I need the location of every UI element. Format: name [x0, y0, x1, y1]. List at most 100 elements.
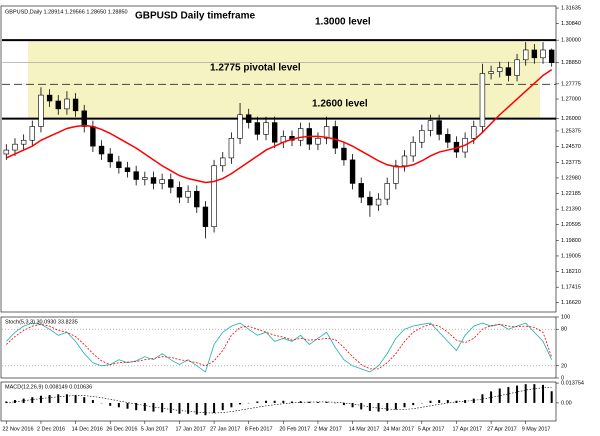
y-tick-label: 0: [561, 375, 564, 381]
x-tick-label: 27 Apr 2017: [487, 426, 517, 432]
macd-bar: [65, 394, 68, 403]
macd-bar: [143, 402, 146, 411]
candle-body: [315, 137, 321, 145]
panel-frame: [0, 316, 557, 379]
x-tick-label: 8 Feb 2017: [245, 426, 273, 432]
macd-bar: [256, 401, 259, 403]
candle-body: [523, 49, 529, 61]
macd-bar: [169, 402, 172, 414]
candle-body: [64, 98, 70, 110]
macd-bar: [204, 402, 207, 416]
macd-bar: [91, 400, 94, 403]
macd-bar: [490, 391, 493, 403]
macd-bar: [195, 402, 198, 415]
x-tick-label: 17 Apr 2017: [452, 426, 482, 432]
candle-body: [349, 159, 356, 184]
panel-title: MACD(12,26,9) 0.008149 0.010636: [5, 384, 92, 390]
macd-bar: [230, 402, 233, 408]
y-tick-label: 1.19800: [561, 238, 581, 244]
candle-body: [401, 155, 408, 167]
macd-bar: [221, 402, 224, 411]
macd-bar: [48, 395, 51, 403]
macd-bar: [446, 400, 449, 403]
macd-bar: [178, 402, 181, 414]
annotation: GBPUSD Daily timeframe: [135, 11, 255, 22]
macd-bar: [239, 402, 242, 405]
y-tick-label: 1.24570: [561, 144, 581, 150]
candle-body: [341, 147, 347, 161]
x-tick-label: 26 Dec 2016: [106, 426, 137, 432]
macd-bar: [213, 402, 216, 414]
candle-body: [176, 187, 183, 198]
candle-body: [410, 141, 416, 157]
candle-body: [194, 190, 200, 208]
macd-bar: [403, 402, 406, 408]
candle-body: [367, 196, 373, 206]
macd-bar: [117, 402, 120, 408]
candle-body: [107, 153, 113, 163]
x-tick-label: 14 Dec 2016: [72, 426, 103, 432]
stoch-line: [6, 323, 553, 370]
macd-bar: [5, 401, 8, 403]
candle-body: [38, 94, 44, 127]
macd-bar: [187, 402, 190, 414]
candle-body: [548, 49, 555, 64]
candle-body: [150, 177, 157, 184]
candle-body: [471, 126, 477, 139]
chart-title: GBPUSD,Daily 1.28914 1.29566 1.28650 1.2…: [5, 9, 128, 15]
y-tick-label: 1.28850: [561, 60, 581, 66]
macd-bar: [74, 395, 77, 403]
x-tick-label: 17 Jan 2017: [175, 426, 205, 432]
candle-body: [297, 128, 304, 141]
candle-body: [3, 149, 10, 155]
x-tick-label: 5 Apr 2017: [418, 426, 445, 432]
macd-bar: [325, 401, 328, 403]
macd-signal: [6, 387, 552, 414]
macd-bar: [109, 402, 112, 406]
macd-bar: [135, 402, 138, 411]
macd-bar: [265, 400, 268, 403]
macd-bar: [57, 394, 60, 403]
y-tick-label: 1.25375: [561, 128, 581, 134]
candle-body: [168, 179, 174, 188]
macd-bar: [342, 402, 345, 406]
candle-body: [98, 145, 105, 155]
y-tick-label: 1.22980: [561, 175, 581, 181]
macd-bar: [550, 391, 553, 403]
y-tick-label: 1.30840: [561, 21, 581, 27]
macd-bar: [360, 402, 363, 410]
macd-bar: [299, 401, 302, 403]
macd-bar: [351, 402, 354, 408]
candle-body: [133, 171, 139, 180]
y-tick-label: 80: [561, 327, 567, 333]
y-tick-label: 1.27000: [561, 96, 581, 102]
candle-body: [185, 190, 191, 198]
annotation: 1.3000 level: [315, 17, 371, 28]
candle-body: [237, 114, 243, 139]
candle-body: [263, 122, 269, 135]
macd-bar: [83, 397, 86, 403]
candle-body: [419, 130, 425, 143]
macd-bar: [377, 402, 380, 412]
macd-bar: [524, 384, 527, 403]
macd-bar: [394, 402, 397, 410]
macd-bar: [533, 384, 536, 403]
y-tick-label: 1.20595: [561, 222, 581, 228]
candle-body: [358, 183, 364, 198]
candle-body: [497, 67, 503, 72]
x-tick-label: 2 Mar 2017: [314, 426, 342, 432]
y-tick-label: 1.21390: [561, 207, 581, 213]
y-tick-label: 1.18210: [561, 269, 581, 275]
y-tick-label: 1.31635: [561, 6, 581, 12]
candle-body: [531, 49, 538, 59]
macd-bar: [438, 400, 441, 403]
y-tick-label: 1.19005: [561, 253, 581, 259]
moving-average: [6, 68, 553, 184]
macd-bar: [316, 402, 319, 403]
candle-body: [246, 114, 252, 123]
y-tick-label: 1.22185: [561, 191, 581, 197]
macd-bar: [13, 400, 16, 403]
y-tick-label: 1.23775: [561, 160, 581, 166]
y-tick-label: 1.16620: [561, 300, 581, 306]
